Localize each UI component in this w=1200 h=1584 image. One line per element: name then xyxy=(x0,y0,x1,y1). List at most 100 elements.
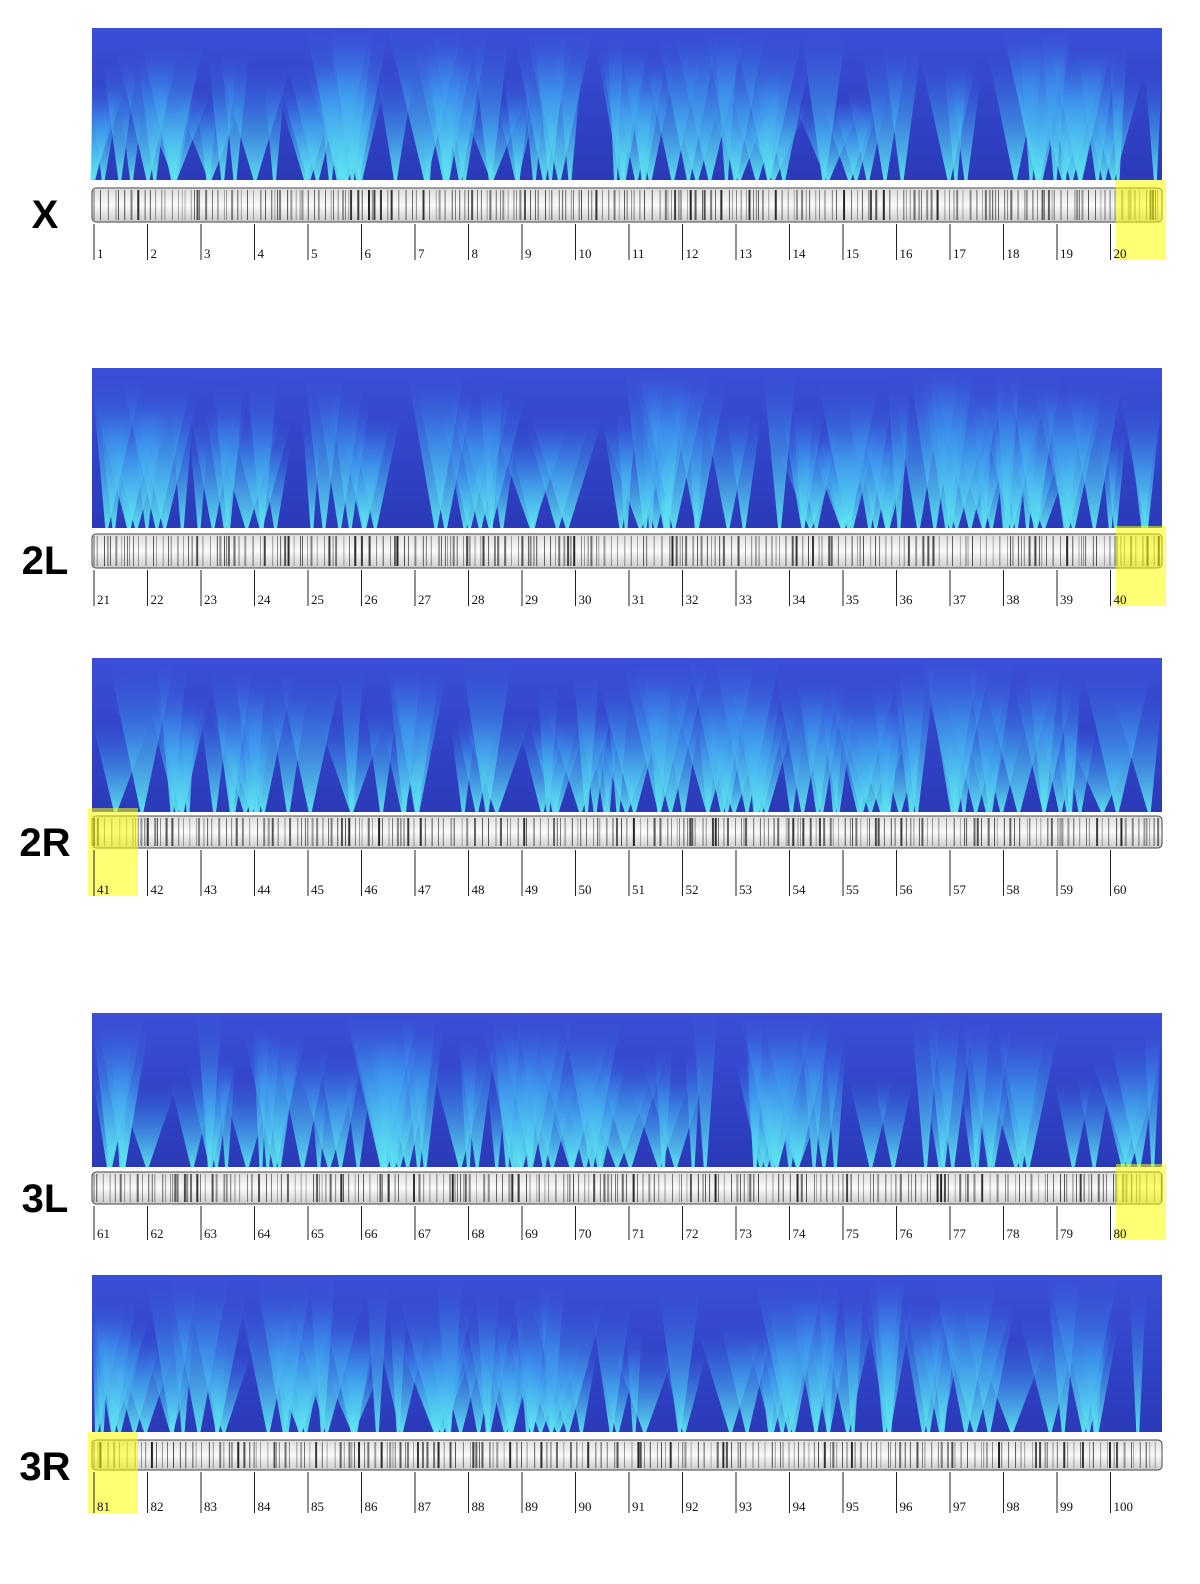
heatmap-spike xyxy=(823,706,846,812)
division-label: 80 xyxy=(1114,1226,1127,1241)
heatmap-spike xyxy=(102,62,137,180)
heatmap-spike xyxy=(1043,390,1087,528)
heatmap-spike xyxy=(777,723,806,812)
division-label: 82 xyxy=(151,1499,164,1514)
highlight xyxy=(88,808,138,896)
highlight xyxy=(1116,1164,1166,1240)
division-label: 77 xyxy=(953,1226,967,1241)
heatmap-spike xyxy=(318,719,386,812)
panel-label: 2L xyxy=(22,539,69,583)
division-label: 90 xyxy=(579,1499,592,1514)
division-label: 39 xyxy=(1060,592,1073,607)
division-label: 57 xyxy=(953,882,967,897)
division-label: 35 xyxy=(846,592,859,607)
division-label: 97 xyxy=(953,1499,967,1514)
division-label: 68 xyxy=(472,1226,485,1241)
heatmap-spike xyxy=(487,439,517,528)
heatmap-spike xyxy=(208,58,238,180)
division-label: 7 xyxy=(418,246,425,261)
division-label: 13 xyxy=(739,246,752,261)
division-label: 83 xyxy=(204,1499,217,1514)
heatmap-spike xyxy=(697,1330,764,1432)
heatmap-spike xyxy=(141,41,204,180)
heatmap-spike xyxy=(1059,675,1082,812)
heatmap-spike xyxy=(198,1058,235,1167)
division-label: 18 xyxy=(1007,246,1020,261)
division-label: 56 xyxy=(900,882,914,897)
division-label: 36 xyxy=(900,592,914,607)
division-label: 21 xyxy=(97,592,110,607)
heatmap-spike xyxy=(745,1043,766,1167)
heatmap-spike xyxy=(688,413,705,528)
division-label: 6 xyxy=(365,246,372,261)
highlight xyxy=(1116,180,1166,260)
division-label: 8 xyxy=(472,246,479,261)
division-label: 58 xyxy=(1007,882,1020,897)
division-label: 37 xyxy=(953,592,967,607)
heatmap-spike xyxy=(1054,1081,1092,1167)
heatmap-spike xyxy=(264,83,285,180)
heatmap-spike xyxy=(521,1353,595,1432)
heatmap-spike xyxy=(847,88,889,180)
division-label: 23 xyxy=(204,592,217,607)
highlight xyxy=(88,1432,138,1513)
division-label: 47 xyxy=(418,882,432,897)
division-label: 42 xyxy=(151,882,164,897)
heatmap-spike xyxy=(527,715,581,812)
heatmap-spike xyxy=(389,1308,407,1432)
heatmap-spike xyxy=(252,1024,270,1167)
heatmap-spike xyxy=(179,703,197,812)
division-label: 63 xyxy=(204,1226,217,1241)
division-label: 73 xyxy=(739,1226,752,1241)
division-label: 26 xyxy=(365,592,379,607)
division-label: 96 xyxy=(900,1499,914,1514)
division-label: 53 xyxy=(739,882,752,897)
heatmap-spike xyxy=(759,67,809,180)
heatmap-spike xyxy=(407,372,465,528)
heatmap-spike xyxy=(92,1303,127,1432)
division-label: 38 xyxy=(1007,592,1020,607)
division-label: 41 xyxy=(97,882,110,897)
division-label: 32 xyxy=(686,592,699,607)
heatmap-spike xyxy=(766,1297,822,1432)
division-label: 89 xyxy=(525,1499,538,1514)
division-label: 44 xyxy=(258,882,272,897)
heatmap-spike xyxy=(726,414,762,528)
heatmap-spike xyxy=(1049,45,1113,180)
heatmap-spike xyxy=(616,410,636,528)
heatmap-spike xyxy=(523,86,546,180)
division-label: 81 xyxy=(97,1499,110,1514)
chromosome-strip xyxy=(91,533,1163,569)
division-label: 11 xyxy=(632,246,645,261)
division-label: 31 xyxy=(632,592,645,607)
heatmap-spike xyxy=(793,422,840,528)
heatmap-spike xyxy=(883,46,922,181)
heatmap-spike xyxy=(205,1332,228,1432)
division-label: 100 xyxy=(1114,1499,1134,1514)
division-label: 92 xyxy=(686,1499,699,1514)
heatmap-spike xyxy=(345,1016,419,1167)
heatmap-spike xyxy=(444,66,485,180)
heatmap-spike xyxy=(573,671,600,812)
heatmap-spike xyxy=(637,369,711,528)
heatmap-spike xyxy=(825,1046,846,1167)
division-label: 1 xyxy=(97,246,104,261)
division-label: 15 xyxy=(846,246,859,261)
heatmap-spike xyxy=(921,60,977,180)
heatmap-spike xyxy=(972,1067,1013,1167)
division-label: 67 xyxy=(418,1226,432,1241)
division-label: 59 xyxy=(1060,882,1073,897)
division-label: 46 xyxy=(365,882,379,897)
division-label: 65 xyxy=(311,1226,324,1241)
division-label: 9 xyxy=(525,246,532,261)
heatmap-spike xyxy=(278,1309,333,1432)
heatmap-spike xyxy=(450,724,476,812)
division-label: 55 xyxy=(846,882,859,897)
heatmap-spike xyxy=(661,1352,707,1432)
panel-label: X xyxy=(32,193,59,237)
chromosome-strip xyxy=(91,1171,1163,1205)
heatmap-spike xyxy=(1109,46,1127,180)
heatmap-spike xyxy=(836,729,881,812)
heatmap-spike xyxy=(1018,1316,1082,1432)
division-label: 45 xyxy=(311,882,324,897)
